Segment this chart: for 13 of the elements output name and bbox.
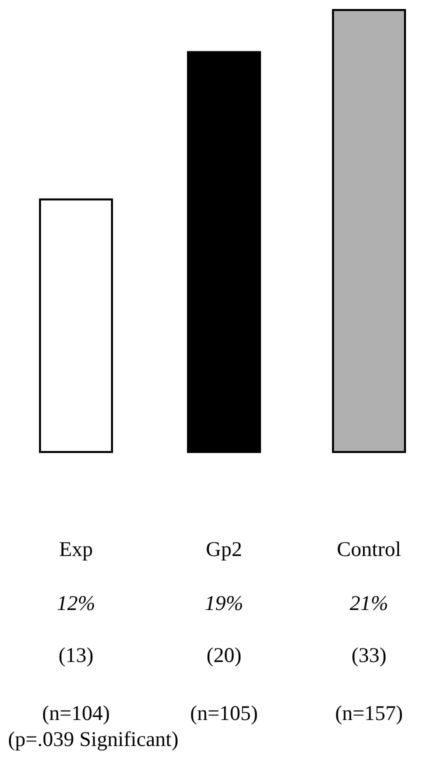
text: (n=157)	[335, 701, 403, 725]
data-label: 19%	[204, 591, 244, 615]
text: (13)	[58, 643, 94, 667]
text: (n=105)	[190, 701, 258, 725]
text: (n=104)	[42, 701, 110, 725]
text: (p=.039 Significant)	[8, 727, 178, 751]
data-label: 12%	[56, 591, 96, 615]
x-tick-label: Gp2	[206, 537, 242, 561]
text: (20)	[206, 643, 242, 667]
x-tick-label: Control	[336, 537, 402, 561]
data-label: 21%	[350, 591, 388, 615]
text: (33)	[352, 643, 386, 667]
x-tick-label: Exp	[59, 537, 93, 561]
